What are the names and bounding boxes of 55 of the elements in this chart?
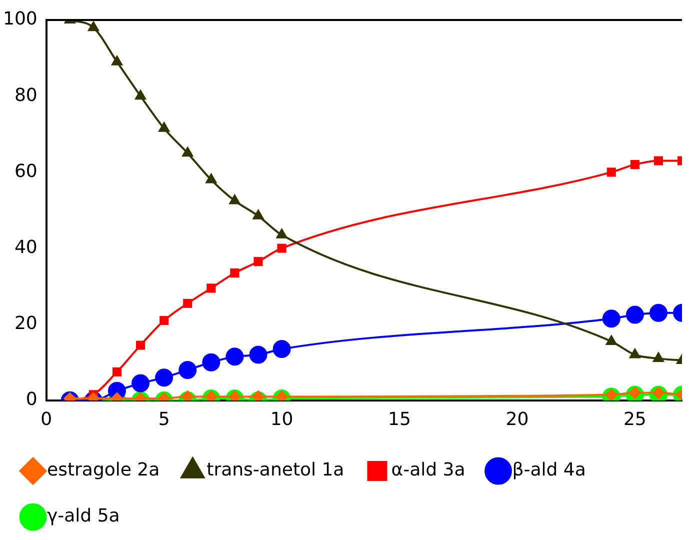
y-tick-label: 40: [14, 236, 38, 258]
point: [155, 368, 174, 387]
point: [630, 160, 640, 170]
x-tick-label: 10: [270, 408, 294, 430]
point: [654, 156, 663, 166]
point: [135, 90, 146, 100]
point: [606, 335, 617, 345]
y-tick-label: 100: [2, 8, 38, 30]
x-tick-label: 25: [623, 408, 646, 430]
point: [132, 374, 150, 392]
point: [230, 268, 240, 278]
point: [276, 228, 288, 238]
point: [112, 56, 122, 66]
point: [226, 348, 244, 366]
point: [178, 360, 197, 379]
y-tick-label: 80: [14, 84, 38, 106]
point: [160, 316, 169, 326]
legend-label: α-ald 3a: [391, 460, 466, 481]
point: [252, 210, 264, 220]
point: [229, 194, 240, 204]
x-tick-label: 5: [158, 408, 170, 430]
point: [272, 340, 291, 358]
point: [630, 348, 640, 358]
legend-label: β-ald 4a: [512, 460, 586, 481]
y-tick-label: 0: [26, 389, 38, 410]
point: [202, 353, 220, 372]
y-tick-label: 20: [14, 312, 38, 334]
point: [254, 257, 263, 266]
point: [228, 390, 241, 400]
point: [626, 306, 644, 324]
point: [252, 390, 264, 400]
point: [277, 244, 286, 253]
point: [112, 367, 122, 376]
legend-label: estragole 2a: [47, 460, 160, 481]
legend-label: γ-ald 5a: [47, 506, 120, 527]
x-tick-label: 0: [40, 408, 52, 430]
x-tick-label: 20: [506, 408, 529, 430]
point: [158, 122, 170, 132]
point: [206, 284, 216, 293]
point: [649, 304, 668, 322]
point: [183, 298, 192, 308]
point: [276, 390, 288, 400]
point: [205, 390, 218, 400]
point: [88, 22, 99, 32]
point: [206, 174, 216, 184]
y-tick-label: 60: [14, 160, 38, 182]
point: [602, 310, 620, 328]
point: [249, 346, 268, 364]
point: [653, 352, 664, 362]
point: [606, 168, 616, 177]
point: [182, 147, 193, 157]
point: [182, 390, 194, 400]
legend-label: trans-anetol 1a: [206, 460, 344, 481]
point: [136, 340, 146, 350]
x-tick-label: 15: [388, 408, 411, 430]
